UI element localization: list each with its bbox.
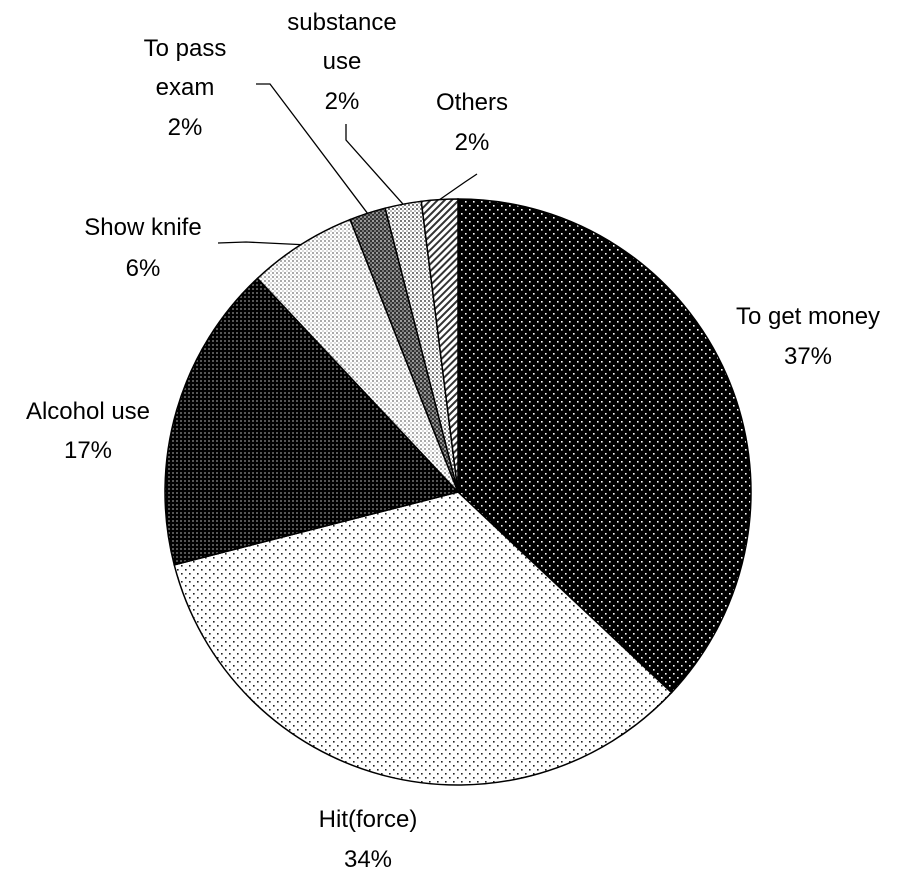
label-to-pass-exam-pct: 2% <box>168 114 203 141</box>
leader-line-to-pass-exam <box>256 83 369 214</box>
leader-line-others <box>439 173 478 201</box>
label-alcohol-use-pct: 17% <box>64 437 112 464</box>
label-alcohol-use-name: Alcohol use <box>26 398 150 425</box>
label-show-knife-pct: 6% <box>126 255 161 282</box>
label-substance-use-line2: use <box>323 48 362 75</box>
leader-line-show-knife <box>217 241 302 246</box>
pie-slice-hit-force <box>173 491 673 786</box>
label-substance-use-line1: substance <box>287 9 396 36</box>
label-to-get-money-name: To get money <box>736 303 880 330</box>
label-to-get-money-pct: 37% <box>784 343 832 370</box>
label-substance-use-pct: 2% <box>325 88 360 115</box>
leader-line-substance-use <box>345 124 404 205</box>
pie-slice-alcohol-use <box>164 277 460 566</box>
label-others-pct: 2% <box>455 129 490 156</box>
label-hit-force-pct: 34% <box>344 846 392 873</box>
label-hit-force-name: Hit(force) <box>319 806 418 833</box>
pie-slice-to-get-money <box>457 198 752 694</box>
label-to-pass-exam-line2: exam <box>156 74 215 101</box>
label-show-knife-name: Show knife <box>84 214 201 241</box>
label-to-pass-exam-line1: To pass <box>144 35 227 62</box>
label-others-name: Others <box>436 89 508 116</box>
